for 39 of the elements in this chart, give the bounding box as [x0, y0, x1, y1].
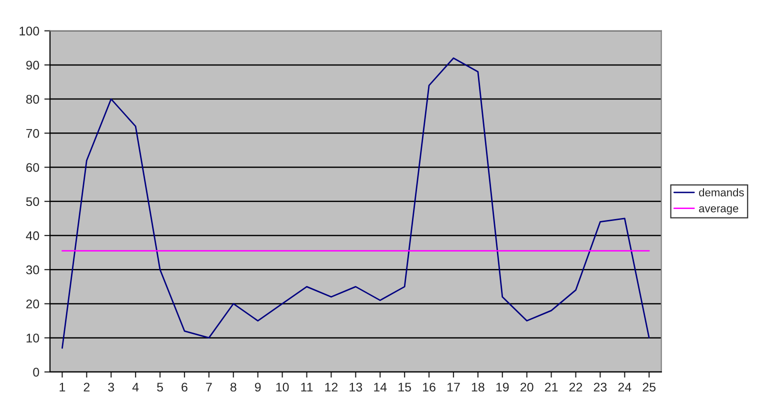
x-tick-label: 20	[520, 382, 534, 392]
x-tick-label: 19	[496, 382, 509, 392]
x-tick-label: 25	[642, 382, 656, 392]
y-tick-label: 0	[33, 368, 40, 377]
y-tick-label: 40	[26, 231, 40, 240]
x-tick-label: 6	[182, 382, 188, 392]
x-tick-label: 16	[423, 382, 436, 392]
x-tick-label: 4	[132, 382, 139, 392]
y-tick-label: 30	[26, 265, 40, 274]
x-tick-label: 5	[157, 382, 163, 392]
line-series	[62, 57, 650, 349]
y-tick-label: 60	[26, 163, 40, 172]
x-tick-label: 21	[544, 382, 558, 392]
x-tick-label: 13	[350, 382, 362, 392]
y-tick-label: 20	[26, 300, 40, 308]
x-tick-label: 7	[206, 382, 212, 392]
x-tick-label: 10	[276, 382, 289, 392]
x-tick-label: 11	[301, 382, 313, 392]
x-tick-label: 9	[254, 382, 261, 392]
x-tick-label: 2	[84, 382, 90, 392]
y-tick-label: 90	[26, 60, 40, 70]
y-tick-label: 50	[26, 197, 40, 206]
x-tick-label: 8	[230, 382, 236, 392]
legend-label: average	[699, 206, 738, 215]
y-tick-label: 70	[26, 128, 40, 138]
x-tick-label: 15	[398, 382, 411, 392]
x-tick-label: 3	[108, 382, 114, 392]
x-tick-label: 1	[60, 382, 66, 392]
x-tick-label: 23	[594, 382, 607, 392]
y-tick-label: 100	[20, 26, 40, 36]
x-tick-label: 18	[472, 382, 484, 392]
legend-label: demands	[699, 188, 744, 196]
y-tick-label: 80	[26, 94, 40, 104]
x-tick-label: 14	[374, 382, 387, 392]
x-tick-label: 17	[447, 382, 460, 392]
x-tick-label: 12	[325, 382, 338, 392]
x-tick-label: 22	[569, 382, 582, 392]
x-tick-label: 24	[618, 382, 632, 392]
y-tick-label: 10	[26, 334, 40, 342]
